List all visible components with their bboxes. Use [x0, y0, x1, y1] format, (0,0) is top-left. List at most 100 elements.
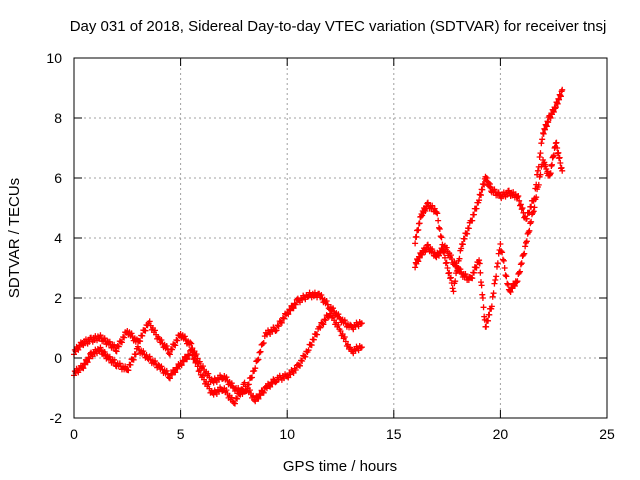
data-point	[273, 327, 280, 334]
data-point	[330, 305, 337, 312]
data-point	[252, 398, 259, 405]
data-point	[292, 367, 299, 373]
x-tick-label: 0	[70, 426, 78, 442]
data-point	[290, 305, 297, 312]
data-point	[155, 361, 162, 368]
data-point	[84, 359, 91, 366]
data-point	[555, 149, 562, 156]
data-point	[322, 317, 329, 324]
data-point	[152, 358, 159, 364]
data-point	[531, 204, 538, 211]
data-point	[205, 370, 212, 377]
data-point	[458, 245, 465, 252]
data-point	[538, 140, 545, 147]
data-point	[252, 365, 259, 372]
data-point	[193, 358, 200, 365]
data-point	[118, 339, 125, 346]
data-point	[514, 194, 521, 201]
data-point	[434, 210, 441, 217]
data-point	[302, 353, 309, 360]
data-point	[504, 280, 511, 287]
grid-lines	[74, 58, 607, 418]
data-point	[469, 275, 476, 282]
data-point	[447, 252, 454, 259]
y-tick-label: 8	[54, 110, 62, 126]
data-point	[478, 282, 485, 289]
data-point	[493, 273, 500, 280]
data-point	[476, 260, 483, 267]
data-point	[254, 357, 261, 364]
data-point	[473, 205, 480, 212]
data-point	[169, 346, 176, 353]
data-point	[241, 379, 248, 386]
data-point	[158, 363, 165, 370]
data-point	[292, 301, 299, 308]
data-point	[179, 357, 186, 364]
data-point	[181, 333, 188, 340]
data-point	[543, 123, 550, 130]
data-point	[554, 100, 561, 107]
data-point	[518, 206, 525, 213]
y-tick-label: 10	[46, 50, 62, 66]
data-point	[229, 383, 236, 390]
data-point	[457, 266, 464, 273]
data-point	[330, 313, 337, 319]
data-point	[158, 337, 165, 343]
x-tick-label: 5	[177, 426, 185, 442]
data-point	[254, 394, 261, 401]
data-point	[188, 340, 195, 347]
data-point	[476, 197, 483, 204]
data-point	[492, 277, 499, 283]
data-point	[275, 323, 282, 330]
data-point	[518, 260, 525, 267]
data-point	[483, 323, 490, 330]
data-point	[536, 154, 543, 160]
data-point	[187, 339, 194, 346]
data-point	[274, 322, 281, 329]
data-point	[146, 318, 153, 325]
data-point	[86, 355, 93, 362]
data-point	[246, 387, 253, 394]
data-point	[537, 150, 544, 157]
data-point	[431, 205, 438, 212]
data-point	[479, 295, 486, 301]
data-point	[251, 367, 258, 374]
data-point	[166, 351, 173, 358]
data-point	[557, 93, 564, 100]
data-point	[152, 327, 159, 334]
data-point	[281, 315, 288, 322]
data-point	[116, 360, 123, 367]
data-point	[287, 307, 294, 314]
data-point	[128, 330, 135, 337]
data-point	[493, 263, 500, 270]
data-point	[165, 374, 172, 381]
data-point	[259, 388, 266, 395]
data-point	[196, 367, 203, 373]
data-point	[436, 226, 443, 232]
data-point	[245, 381, 252, 388]
data-point	[137, 338, 144, 345]
data-point	[111, 341, 118, 348]
data-point	[286, 306, 293, 313]
data-point	[479, 186, 486, 193]
data-point	[429, 246, 436, 253]
data-point	[490, 290, 497, 297]
data-point	[140, 348, 147, 355]
y-tick-label: 4	[54, 230, 62, 246]
series-track-c	[412, 86, 566, 295]
data-point	[310, 336, 317, 343]
data-point	[557, 160, 564, 166]
data-point	[121, 334, 128, 341]
data-point	[316, 323, 323, 330]
data-point	[520, 251, 527, 258]
data-point	[453, 260, 460, 267]
data-point	[139, 332, 146, 339]
data-point	[235, 385, 242, 391]
data-point	[191, 355, 198, 361]
data-point	[255, 356, 262, 363]
data-point	[415, 226, 422, 233]
data-point	[199, 363, 206, 370]
data-point	[499, 256, 506, 263]
data-point	[522, 243, 529, 250]
